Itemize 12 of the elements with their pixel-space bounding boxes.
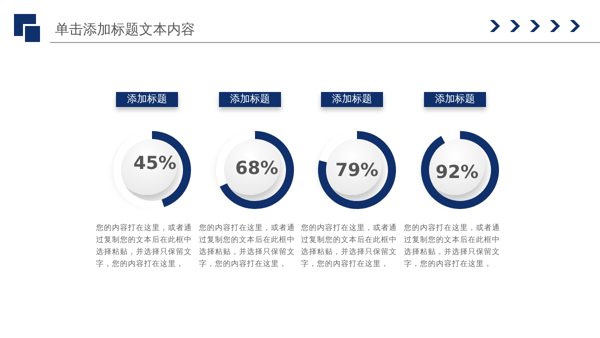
donut-slice (421, 131, 499, 209)
data-label: 79% (334, 160, 380, 182)
data-label: 68% (234, 158, 280, 180)
chart-title: 添加标题 (424, 92, 486, 107)
data-label: 92% (434, 162, 480, 183)
data-label: 45% (132, 152, 178, 174)
chart-title: 添加标题 (219, 92, 281, 107)
donut-slice (220, 131, 294, 209)
chart-title: 添加标题 (116, 92, 178, 107)
text: 单击添加标题文本内容 (55, 21, 195, 39)
chart-title: 添加标题 (321, 92, 383, 107)
donut-slice (318, 131, 396, 209)
